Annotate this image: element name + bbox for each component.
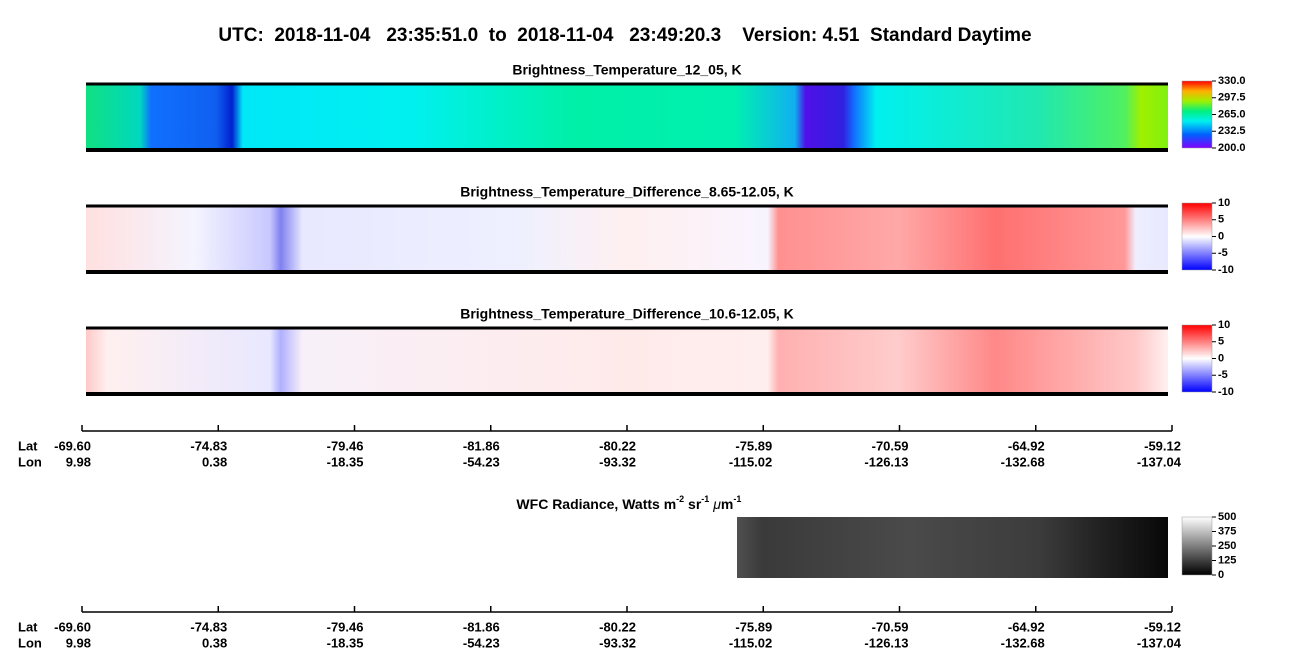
lat-label: -70.59 (872, 438, 909, 453)
row-label: Lat (18, 619, 38, 634)
colorbar-label: 0 (1218, 352, 1224, 364)
lat-label: -59.12 (1144, 438, 1181, 453)
colorbar-label: -5 (1218, 369, 1228, 381)
colorbar-label: 500 (1218, 511, 1236, 523)
colorbar-label: 10 (1218, 197, 1230, 209)
lon-label: 9.98 (66, 635, 91, 650)
colorbar-label: 250 (1218, 540, 1236, 552)
title-part: WFC Radiance, Watts m (516, 496, 676, 512)
colorbar-label: 265.0 (1218, 108, 1246, 120)
lon-label: -132.68 (1001, 635, 1045, 650)
colorbar (1181, 80, 1213, 149)
colorbar-label: 330.0 (1218, 75, 1246, 87)
lon-label: 0.38 (202, 635, 227, 650)
panel-image (86, 206, 1168, 272)
panel-title: Brightness_Temperature_12_05, K (512, 62, 741, 78)
title-part: m (721, 496, 733, 512)
lat-label: -81.86 (463, 438, 500, 453)
lon-label: -54.23 (463, 454, 500, 469)
colorbar-label: 0 (1218, 569, 1224, 581)
colorbar (1181, 202, 1213, 271)
lat-label: -75.89 (735, 438, 772, 453)
colorbar-label: -10 (1218, 386, 1234, 398)
lat-label: -70.59 (872, 619, 909, 634)
lon-label: -115.02 (729, 635, 772, 650)
lon-label: -137.04 (1137, 635, 1182, 650)
lon-label: -54.23 (463, 635, 500, 650)
lon-label: 0.38 (202, 454, 227, 469)
wfc-image (737, 517, 1168, 578)
lat-label: -79.46 (327, 438, 364, 453)
lat-label: -69.60 (54, 619, 91, 634)
page-title: UTC: 2018-11-04 23:35:51.0 to 2018-11-04… (218, 25, 1031, 46)
lat-label: -74.83 (190, 619, 227, 634)
row-label: Lon (18, 635, 42, 650)
title-sup: -1 (733, 494, 741, 504)
colorbar-label: 125 (1218, 554, 1236, 566)
lat-label: -81.86 (463, 619, 500, 634)
colorbar-label: 375 (1218, 525, 1236, 537)
lat-label: -79.46 (327, 619, 364, 634)
title-sup: -2 (676, 494, 684, 504)
panel-title: Brightness_Temperature_Difference_10.6-1… (460, 306, 794, 322)
panel-title: Brightness_Temperature_Difference_8.65-1… (460, 184, 794, 200)
wfc-title: WFC Radiance, Watts m-2 sr-1 μm-1 (497, 491, 753, 512)
lon-label: -18.35 (327, 635, 364, 650)
colorbar-label: 297.5 (1218, 92, 1246, 104)
lat-label: -59.12 (1144, 619, 1181, 634)
lon-label: -132.68 (1001, 454, 1045, 469)
lat-label: -74.83 (190, 438, 227, 453)
title-sup: -1 (701, 494, 709, 504)
lon-label: -18.35 (327, 454, 364, 469)
colorbar-label: -10 (1218, 264, 1234, 276)
lon-label: 9.98 (66, 454, 91, 469)
row-label: Lon (18, 454, 42, 469)
title-part: sr (684, 496, 702, 512)
lat-label: -80.22 (599, 619, 636, 634)
colorbar (1181, 324, 1213, 393)
colorbar-label: -5 (1218, 247, 1228, 259)
lon-label: -115.02 (729, 454, 772, 469)
lat-label: -75.89 (735, 619, 772, 634)
lat-label: -69.60 (54, 438, 91, 453)
colorbar-label: 5 (1218, 336, 1224, 348)
lat-label: -64.92 (1008, 619, 1045, 634)
colorbar-label: 200.0 (1218, 142, 1246, 154)
lon-label: -126.13 (864, 635, 908, 650)
panel-image (86, 328, 1168, 394)
colorbar-label: 5 (1218, 214, 1224, 226)
title-part: μ (712, 496, 721, 512)
panel-image (86, 84, 1168, 150)
row-label: Lat (18, 438, 38, 453)
lon-label: -137.04 (1137, 454, 1182, 469)
colorbar-label: 232.5 (1218, 125, 1246, 137)
lat-label: -64.92 (1008, 438, 1045, 453)
lon-label: -93.32 (599, 454, 636, 469)
colorbar-label: 0 (1218, 230, 1224, 242)
colorbar-label: 10 (1218, 319, 1230, 331)
lat-label: -80.22 (599, 438, 636, 453)
colorbar (1181, 516, 1213, 576)
lon-label: -126.13 (864, 454, 908, 469)
lon-label: -93.32 (599, 635, 636, 650)
